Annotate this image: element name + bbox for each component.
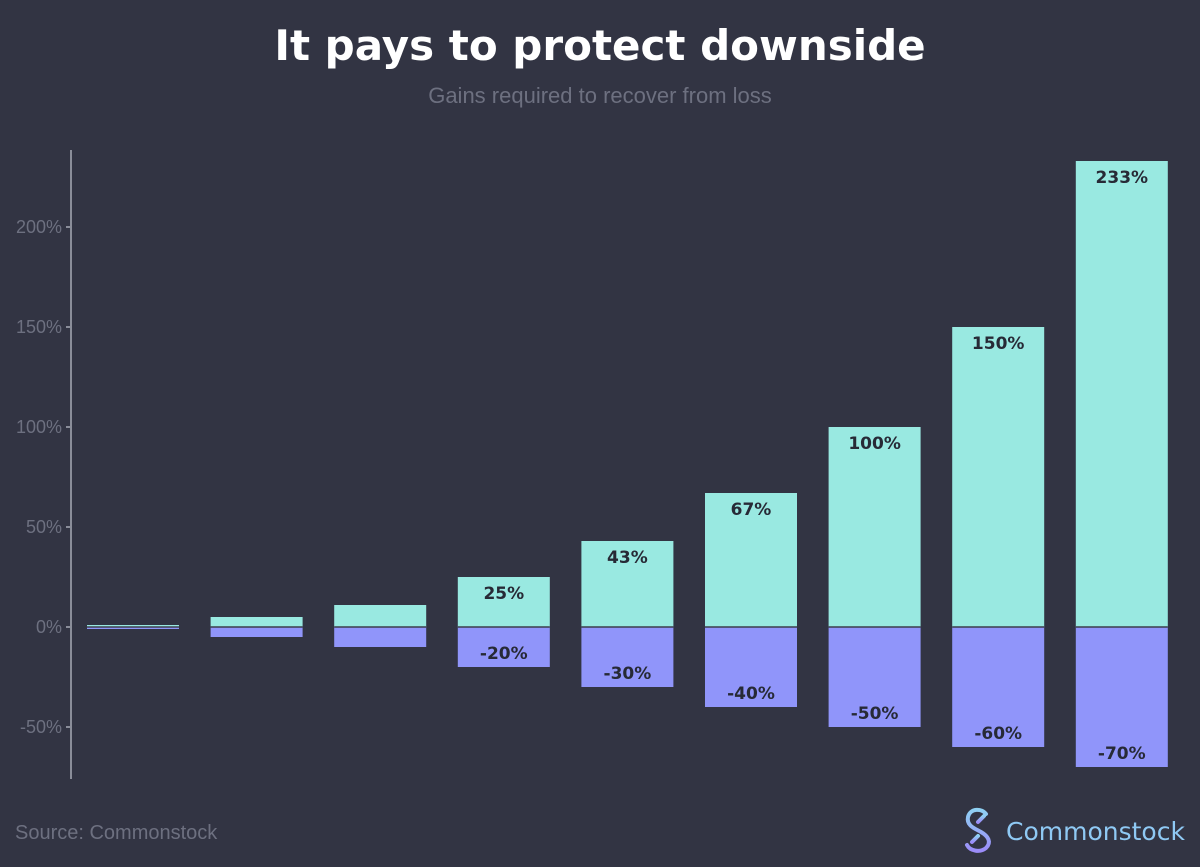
loss-bar xyxy=(952,627,1045,747)
gain-bar xyxy=(705,493,797,627)
gain-bar xyxy=(581,541,674,627)
gain-value-label: 25% xyxy=(483,584,524,604)
loss-value-label: -70% xyxy=(1098,744,1146,764)
gain-bar xyxy=(210,617,303,627)
loss-bar xyxy=(457,627,550,667)
gain-bar xyxy=(1075,161,1168,627)
loss-bar xyxy=(210,627,303,637)
y-tick-label: 0% xyxy=(36,617,62,637)
chart-subtitle: Gains required to recover from loss xyxy=(428,83,772,108)
gain-value-label: 43% xyxy=(607,548,648,568)
loss-bar xyxy=(1075,627,1168,767)
gain-value-label: 100% xyxy=(848,434,901,454)
brand-name: Commonstock xyxy=(1006,817,1185,846)
loss-value-label: -20% xyxy=(480,644,528,664)
bars xyxy=(87,161,1168,767)
y-tick-label: 50% xyxy=(26,517,62,537)
loss-value-label: -40% xyxy=(727,684,775,704)
y-tick-label: 200% xyxy=(16,217,62,237)
data-labels: 25% -20% 43% -30% 67% -40% 100% -50% 150% -60% 233… xyxy=(480,168,1148,764)
gain-bar xyxy=(87,625,179,627)
commonstock-logo-icon xyxy=(965,807,991,853)
loss-value-label: -50% xyxy=(851,704,899,724)
y-tick-label: -50% xyxy=(20,717,62,737)
gain-bar xyxy=(952,327,1045,627)
gain-value-label: 233% xyxy=(1096,168,1149,188)
y-axis: -50% 0% 50% 100% 150% 200% xyxy=(16,150,72,779)
loss-bar xyxy=(581,627,674,687)
gain-bar xyxy=(334,605,427,627)
gain-value-label: 67% xyxy=(731,500,772,520)
chart-title: It pays to protect downside xyxy=(274,21,925,70)
gain-bar xyxy=(828,427,921,627)
gain-bar xyxy=(457,577,550,627)
source-note: Source: Commonstock xyxy=(15,822,218,844)
gain-value-label: 150% xyxy=(972,334,1025,354)
loss-value-label: -30% xyxy=(604,664,652,684)
loss-bar xyxy=(705,627,797,707)
loss-bar xyxy=(828,627,921,727)
y-tick-label: 150% xyxy=(16,317,62,337)
brand-logo: Commonstock xyxy=(965,807,1185,853)
y-tick-label: 100% xyxy=(16,417,62,437)
loss-bar xyxy=(87,627,179,629)
loss-bar xyxy=(334,627,427,647)
loss-value-label: -60% xyxy=(974,724,1022,744)
